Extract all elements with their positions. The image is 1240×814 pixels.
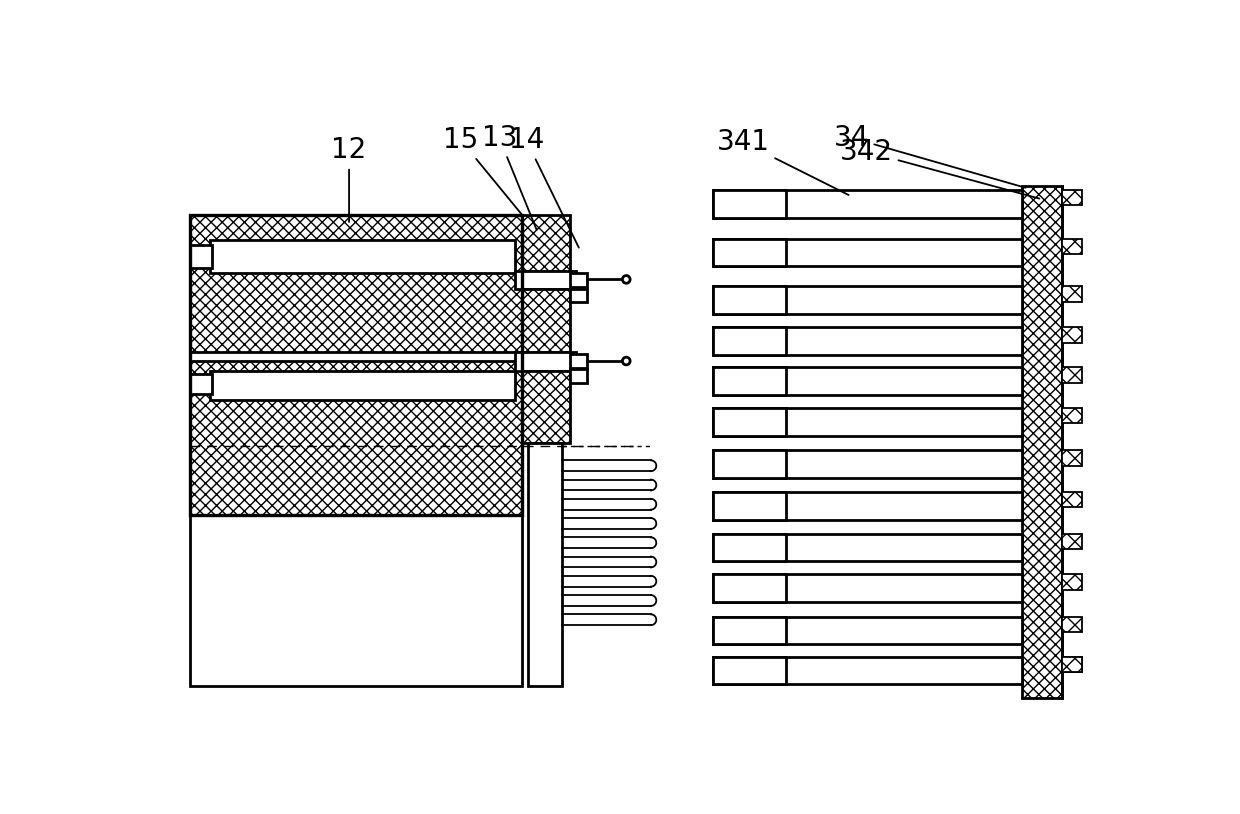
Bar: [1063, 575, 1083, 589]
Bar: [713, 657, 786, 685]
Bar: [1063, 657, 1083, 672]
Bar: [713, 408, 1022, 435]
Bar: [713, 190, 786, 218]
Bar: [1063, 450, 1083, 466]
Bar: [570, 274, 587, 287]
Bar: [1063, 533, 1083, 549]
Bar: [570, 289, 587, 303]
Bar: [713, 492, 786, 519]
Circle shape: [622, 357, 630, 365]
Bar: [713, 367, 1022, 395]
Bar: [1063, 617, 1083, 632]
Bar: [713, 239, 1022, 266]
Bar: [1063, 657, 1083, 672]
Bar: [713, 287, 786, 314]
Bar: [713, 492, 1022, 519]
Bar: [522, 289, 570, 352]
Bar: [570, 369, 587, 383]
Bar: [570, 354, 587, 368]
Bar: [713, 327, 786, 355]
Bar: [713, 239, 786, 266]
Bar: [191, 245, 212, 268]
Bar: [211, 240, 515, 274]
Text: 341: 341: [717, 129, 848, 195]
Bar: [713, 450, 786, 478]
Bar: [1063, 327, 1083, 343]
Bar: [1063, 367, 1083, 383]
Text: 14: 14: [508, 126, 579, 247]
Text: 12: 12: [331, 136, 367, 222]
Bar: [713, 617, 1022, 645]
Bar: [1063, 239, 1083, 254]
Bar: [1022, 186, 1063, 698]
Bar: [713, 287, 1022, 314]
Bar: [1063, 190, 1083, 205]
Bar: [528, 443, 562, 686]
Bar: [713, 575, 786, 602]
Bar: [713, 190, 1022, 218]
Bar: [713, 617, 786, 645]
Text: 34: 34: [833, 124, 1025, 188]
Bar: [713, 533, 1022, 561]
Bar: [191, 215, 522, 515]
Bar: [713, 327, 1022, 355]
Bar: [713, 450, 1022, 478]
Bar: [191, 361, 522, 515]
Bar: [713, 367, 786, 395]
Bar: [211, 371, 515, 400]
Bar: [191, 374, 212, 394]
Bar: [191, 215, 522, 352]
Bar: [1063, 287, 1083, 302]
Text: 13: 13: [481, 124, 537, 230]
Bar: [1063, 408, 1083, 423]
Bar: [713, 533, 786, 561]
Text: 15: 15: [443, 126, 522, 215]
Bar: [713, 408, 786, 435]
Bar: [516, 271, 577, 289]
Circle shape: [622, 276, 630, 283]
Bar: [522, 371, 570, 443]
Text: 342: 342: [839, 138, 1039, 199]
Bar: [1063, 492, 1083, 507]
Bar: [522, 215, 570, 271]
Bar: [516, 352, 577, 371]
Bar: [713, 657, 1022, 685]
Bar: [191, 515, 522, 686]
Bar: [713, 575, 1022, 602]
